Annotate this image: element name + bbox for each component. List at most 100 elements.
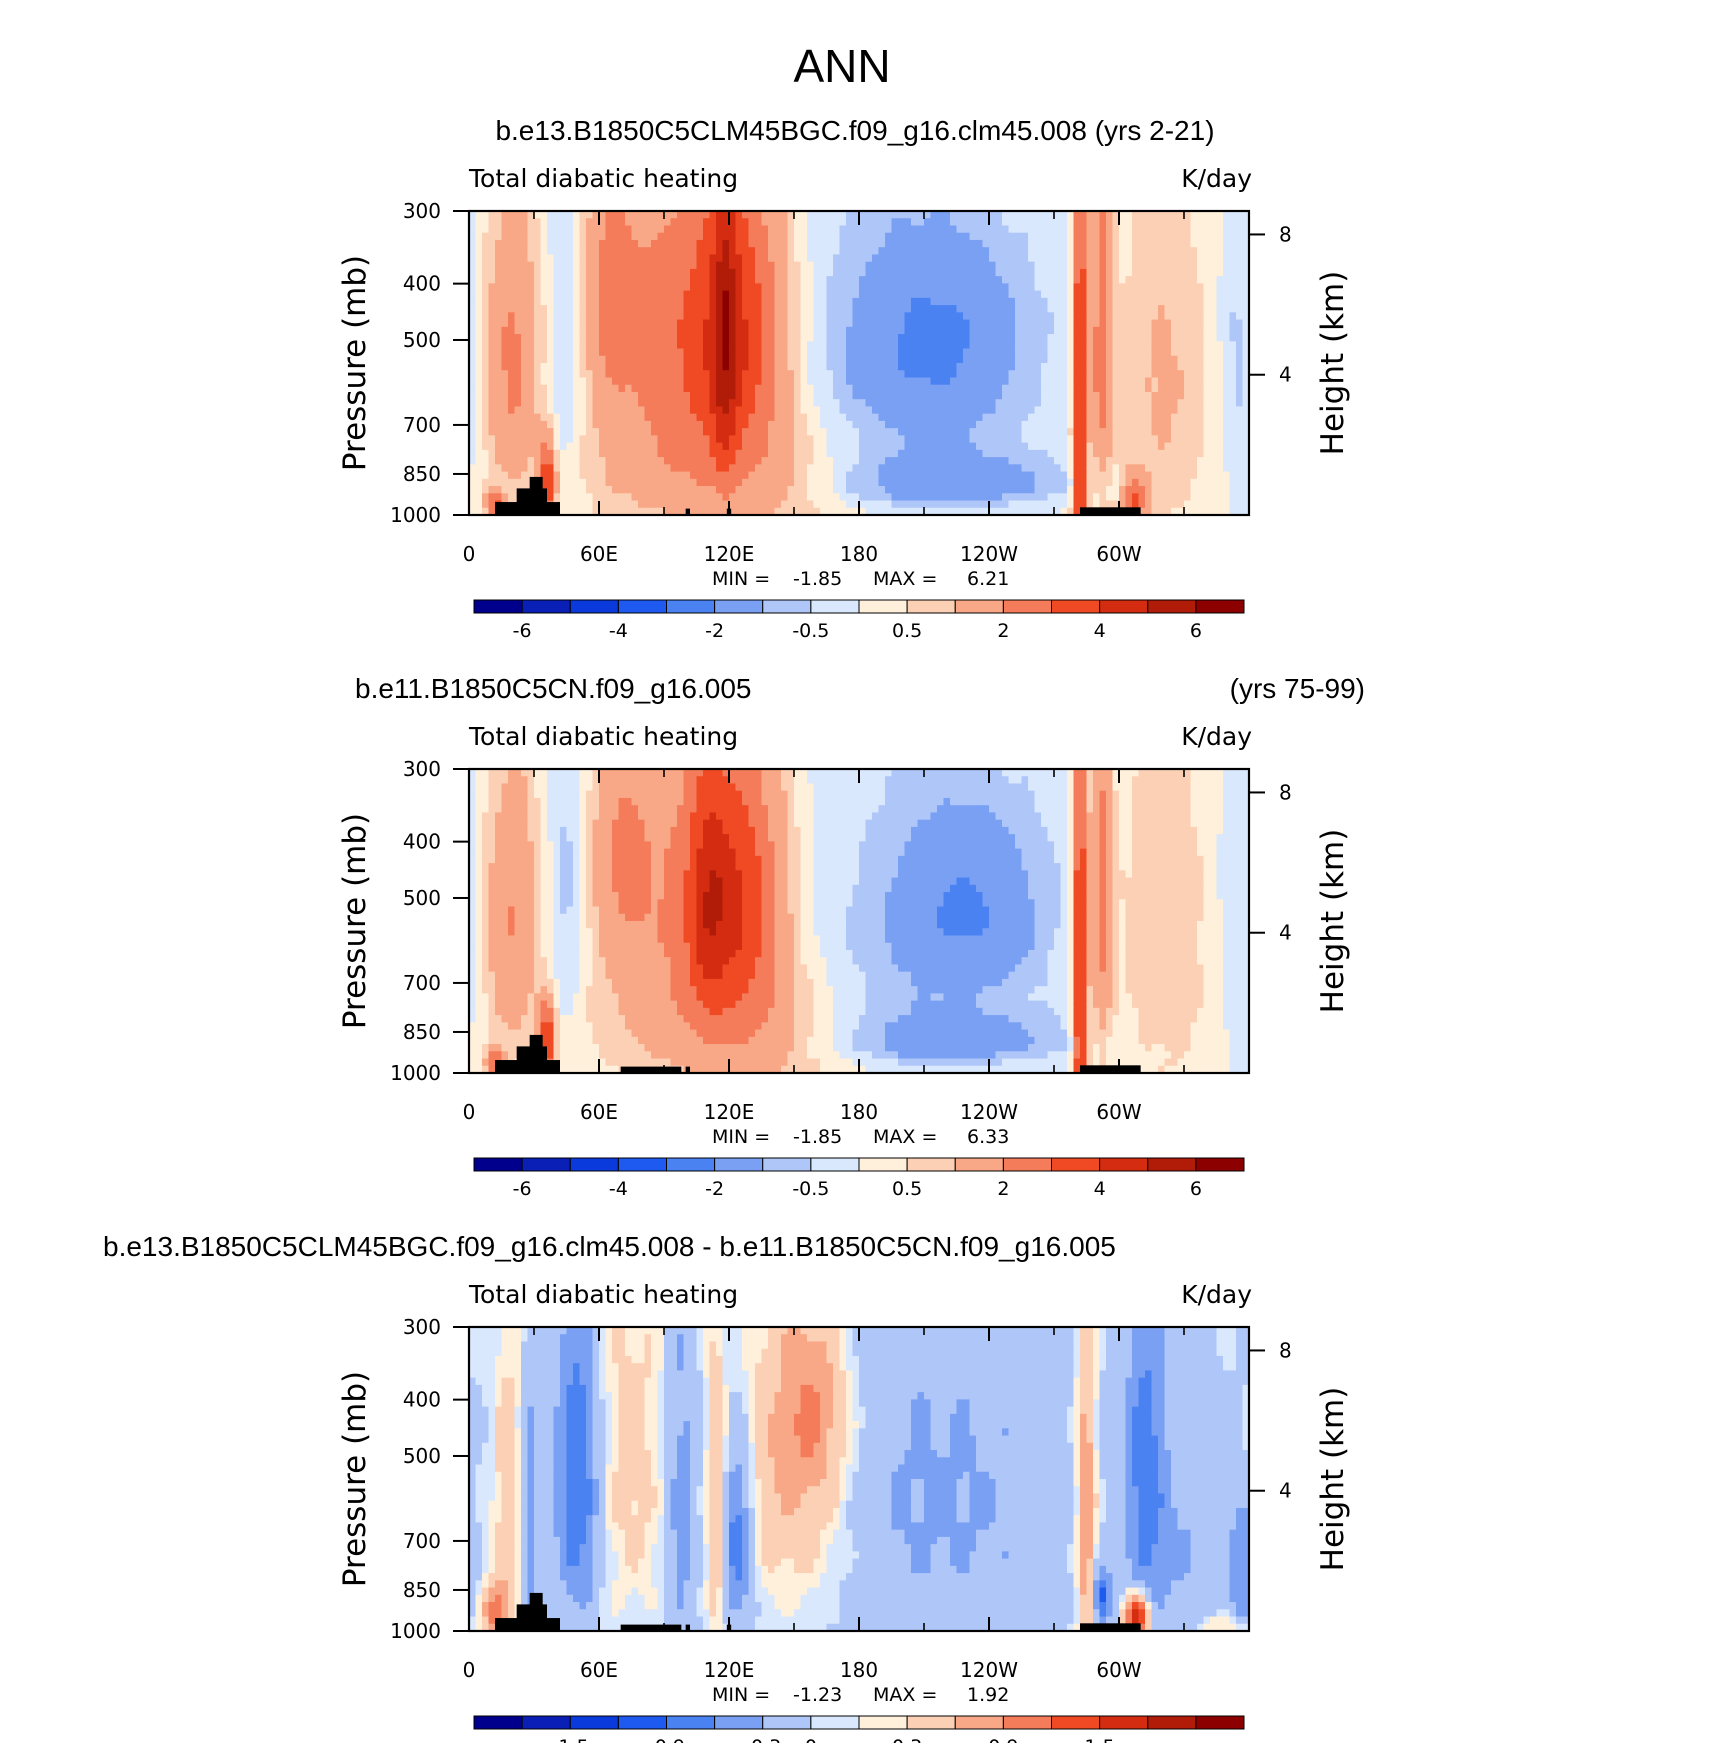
heatmap-cell	[768, 420, 776, 429]
heatmap-cell	[787, 399, 795, 408]
heatmap-cell	[670, 384, 678, 393]
heatmap-cell	[891, 218, 899, 227]
heatmap-cell	[768, 218, 776, 227]
heatmap-cell	[1106, 471, 1114, 480]
heatmap-cell	[521, 377, 529, 386]
heatmap-cell	[813, 297, 821, 306]
heatmap-cell	[1125, 493, 1133, 502]
heatmap-cell	[547, 225, 555, 234]
heatmap-cell	[1073, 391, 1081, 400]
heatmap-cell	[937, 449, 945, 458]
heatmap-cell	[833, 261, 841, 270]
heatmap-cell	[943, 218, 951, 227]
heatmap-cell	[501, 341, 509, 350]
heatmap-cell	[1106, 442, 1114, 451]
heatmap-cell	[534, 471, 542, 480]
heatmap-cell	[768, 464, 776, 473]
heatmap-cell	[742, 428, 750, 436]
heatmap-cell	[690, 500, 698, 509]
heatmap-cell	[664, 305, 672, 313]
heatmap-cell	[475, 312, 483, 321]
heatmap-cell	[605, 420, 613, 429]
heatmap-cell	[742, 406, 750, 415]
heatmap-cell	[566, 326, 574, 335]
heatmap-cell	[1203, 464, 1211, 473]
heatmap-cell	[1177, 435, 1185, 444]
heatmap-cell	[1119, 268, 1127, 277]
heatmap-cell	[618, 493, 626, 502]
heatmap-cell	[891, 363, 899, 371]
heatmap-cell	[1060, 326, 1068, 335]
heatmap-cell	[1093, 500, 1101, 509]
heatmap-cell	[586, 305, 594, 313]
heatmap-cell	[1008, 297, 1016, 306]
heatmap-cell	[917, 370, 925, 379]
heatmap-cell	[878, 420, 886, 429]
heatmap-cell	[638, 312, 646, 321]
heatmap-cell	[865, 254, 873, 263]
heatmap-cell	[755, 239, 763, 248]
heatmap-cell	[534, 377, 542, 386]
heatmap-cell	[1067, 420, 1075, 429]
heatmap-cell	[488, 261, 496, 270]
heatmap-cell	[469, 363, 477, 371]
heatmap-cell	[1171, 442, 1179, 451]
heatmap-cell	[774, 218, 782, 227]
heatmap-cell	[573, 211, 581, 219]
heatmap-cell	[540, 254, 548, 263]
heatmap-cell	[625, 283, 633, 292]
heatmap-cell	[865, 348, 873, 357]
heatmap-cell	[1067, 225, 1075, 234]
heatmap-cell	[1002, 435, 1010, 444]
heatmap-cell	[631, 334, 639, 342]
heatmap-cell	[904, 319, 912, 328]
heatmap-cell	[774, 435, 782, 444]
heatmap-cell	[1190, 486, 1198, 494]
heatmap-cell	[1145, 312, 1153, 321]
heatmap-cell	[651, 457, 659, 465]
heatmap-cell	[1041, 500, 1049, 509]
heatmap-cell	[1236, 225, 1244, 234]
heatmap-cell	[1086, 428, 1094, 436]
heatmap-cell	[995, 478, 1003, 487]
heatmap-cell	[1067, 406, 1075, 415]
heatmap-cell	[644, 493, 652, 502]
heatmap-cell	[1047, 239, 1055, 248]
heatmap-cell	[1047, 341, 1055, 350]
heatmap-cell	[1034, 442, 1042, 451]
heatmap-cell	[670, 218, 678, 227]
heatmap-cell	[1119, 370, 1127, 379]
heatmap-cell	[1158, 478, 1166, 487]
heatmap-cell	[1197, 391, 1205, 400]
heatmap-cell	[586, 500, 594, 509]
heatmap-cell	[586, 232, 594, 241]
heatmap-cell	[1034, 348, 1042, 357]
heatmap-cell	[618, 486, 626, 494]
heatmap-cell	[956, 247, 964, 256]
heatmap-cell	[644, 370, 652, 379]
heatmap-cell	[514, 247, 522, 256]
heatmap-cell	[989, 442, 997, 451]
heatmap-cell	[904, 449, 912, 458]
heatmap-cell	[1041, 247, 1049, 256]
heatmap-cell	[670, 268, 678, 277]
heatmap-cell	[1067, 500, 1075, 509]
heatmap-cell	[956, 283, 964, 292]
heatmap-cell	[1112, 442, 1120, 451]
heatmap-cell	[683, 276, 691, 284]
heatmap-cell	[1216, 225, 1224, 234]
heatmap-cell	[742, 305, 750, 313]
heatmap-cell	[1171, 413, 1179, 422]
heatmap-cell	[1138, 283, 1146, 292]
heatmap-cell	[1132, 211, 1140, 219]
heatmap-cell	[1216, 268, 1224, 277]
heatmap-cell	[774, 384, 782, 393]
heatmap-cell	[508, 420, 516, 429]
heatmap-cell	[605, 435, 613, 444]
heatmap-cell	[1171, 500, 1179, 509]
heatmap-cell	[813, 348, 821, 357]
heatmap-cell	[820, 420, 828, 429]
heatmap-cell	[1236, 254, 1244, 263]
heatmap-cell	[670, 507, 678, 516]
heatmap-cell	[989, 305, 997, 313]
